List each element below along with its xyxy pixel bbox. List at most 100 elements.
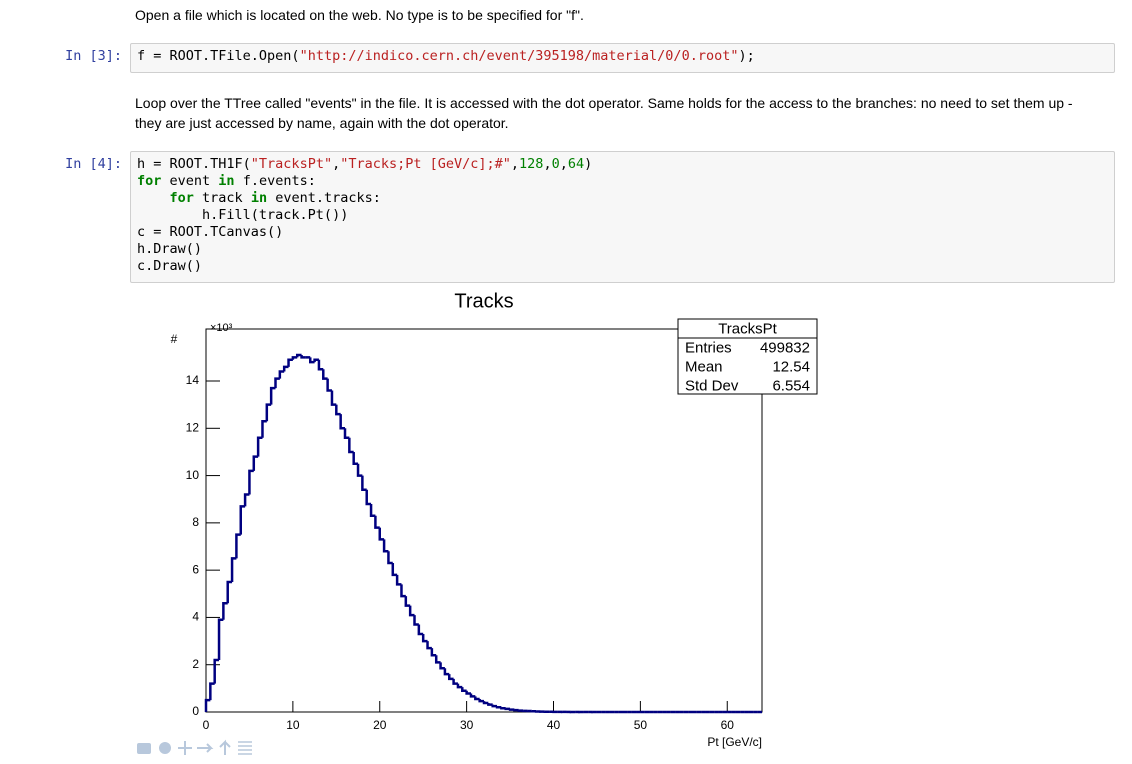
histogram-bin [222,601,228,620]
histogram-bin [226,580,233,604]
y-tick-label: 12 [186,420,200,434]
histogram-bin [252,455,259,471]
histogram-bin [478,698,484,703]
x-axis-label: Pt [GeV/c] [707,735,762,749]
code-line: c.Draw() [137,258,1108,275]
code-text: h.Fill(track.Pt()) [137,207,349,223]
stats-box-title: TracksPt [718,320,777,337]
histogram-bin [348,437,354,454]
histogram-bin [374,515,380,529]
stats-label: Entries [685,339,732,356]
code-token: 0 [551,156,560,172]
toolbar[interactable] [137,739,252,755]
camera-icon[interactable] [137,743,151,754]
markdown-cell: Loop over the TTree called "events" in t… [135,95,1073,131]
histogram-bin [443,668,450,676]
x-tick-label: 40 [547,718,561,732]
histogram-bin [395,574,402,586]
histogram-bin [465,690,471,695]
histogram-bin [365,489,372,506]
histogram-bin [495,706,502,709]
code-text: f.events: [234,173,316,189]
code-token: for [137,173,162,189]
code-token: "TracksPt" [250,156,333,172]
histogram-bin [235,533,241,559]
histogram-bin [230,557,237,582]
histogram-bin [378,527,385,541]
histogram-bin [439,662,445,670]
histogram-bin [313,358,319,363]
histogram-bin [461,687,467,692]
histogram-bin [256,436,263,457]
histogram-bin [204,698,211,712]
code-token: in [250,190,268,206]
histogram-bin [274,377,280,389]
stats-label: Std Dev [685,377,739,394]
histogram-bin [213,658,220,684]
code-text: c = ROOT.TCanvas() [137,224,284,240]
code-text: f = ROOT.TFile.Open( [137,48,300,64]
stats-value: 12.54 [772,358,810,375]
code-line: c = ROOT.TCanvas() [137,224,1108,241]
histogram-bin [295,353,302,358]
code-token: for [169,190,194,206]
y-tick-label: 14 [186,373,200,387]
stats-box: TracksPt Entries 499832 Mean 12.54 Std Dev 6.5… [677,318,818,395]
code-cell[interactable]: f = ROOT.TFile.Open("http://indico.cern.… [130,43,1115,73]
histogram-bin [448,674,454,681]
histogram-bin [291,356,298,360]
histogram-bin [469,693,476,698]
code-token: "http://indico.cern.ch/event/395198/mate… [299,48,739,64]
histogram-bin [248,469,254,495]
code-text: , [559,156,568,172]
code-text: ) [584,156,593,172]
x-tick-label: 0 [203,718,210,732]
code-text: event.tracks: [267,190,381,206]
move-icon[interactable] [178,741,192,755]
y-tick-label: 2 [192,657,199,671]
histogram-bin [343,428,350,440]
x-tick-label: 10 [286,718,300,732]
histogram-bin [369,503,376,518]
list-icon[interactable] [238,741,252,755]
code-text: , [543,156,552,172]
stats-label: Mean [685,358,723,375]
histogram-bin [482,701,489,705]
histogram-bin [243,493,250,507]
code-text: , [510,156,520,172]
plot-frame [205,328,763,713]
histogram-bin [261,419,267,438]
histogram-bin [413,615,419,626]
x-tick-label: 20 [373,718,387,732]
histogram-bin [326,378,332,392]
code-line: for event in f.events: [137,173,1108,190]
code-token: in [218,173,235,189]
histogram-bin [474,696,480,701]
up-icon[interactable] [219,739,231,755]
histogram-bin [361,475,367,492]
histogram-bin [278,370,285,379]
histogram-bin [239,505,246,535]
histogram-bin [404,596,411,607]
histogram-bin [335,404,341,416]
histogram-bin [282,365,289,372]
help-icon[interactable] [159,742,171,754]
arrow-icon[interactable] [197,743,214,753]
histogram-bin [400,584,406,598]
histogram-bin [309,357,315,364]
y-multiplier: ×10³ [210,322,233,334]
histogram-bin [387,551,393,565]
code-line: f = ROOT.TFile.Open("http://indico.cern.… [137,48,1108,65]
histogram-bin [352,451,359,466]
code-text: ); [738,48,755,64]
x-tick-label: 30 [460,718,474,732]
histogram-bin [430,648,437,657]
y-tick-label: 6 [192,562,199,576]
histogram-bin [452,678,458,685]
stats-box-frame [677,318,818,395]
code-line: h.Fill(track.Pt()) [137,207,1108,224]
code-cell[interactable]: h = ROOT.TH1F("TracksPt","Tracks;Pt [GeV… [130,151,1115,283]
histogram-bin [391,563,398,577]
y-axis-label: # [171,332,178,346]
code-token: "Tracks;Pt [GeV/c];#" [340,156,511,172]
